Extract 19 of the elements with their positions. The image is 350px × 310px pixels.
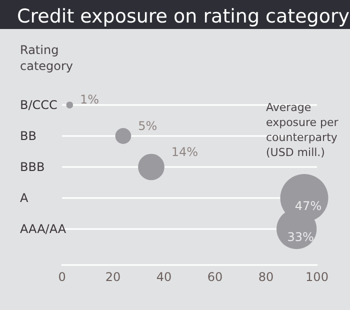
x-tick-label: 0 — [58, 270, 66, 284]
x-tick-label: 40 — [156, 270, 172, 284]
x-axis-title: Average exposure per counterparty (USD mill.) — [266, 101, 342, 159]
y-tick-label: A — [20, 191, 29, 205]
x-tick-label: 100 — [306, 270, 328, 284]
y-tick-label: B/CCC — [20, 98, 58, 112]
chart-title: Credit exposure on rating category — [17, 6, 350, 28]
y-tick-label: BBB — [20, 160, 45, 174]
y-tick-label: BB — [20, 129, 36, 143]
x-tick-label: 20 — [105, 270, 121, 284]
x-tick-label: 80 — [258, 270, 274, 284]
y-tick-label: AAA/AA — [20, 222, 67, 236]
annotation: 14% — [171, 144, 198, 159]
x-tick-label: 60 — [207, 270, 223, 284]
annotation: 5% — [138, 119, 158, 134]
annotation: 47% — [294, 199, 322, 213]
annotation: 33% — [287, 230, 314, 244]
y-axis-title: Rating category — [20, 43, 74, 73]
annotation: 1% — [80, 92, 100, 107]
